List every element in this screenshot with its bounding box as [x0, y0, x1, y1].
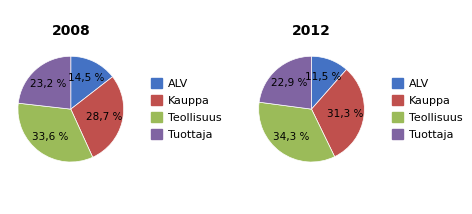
- Text: 14,5 %: 14,5 %: [67, 73, 104, 83]
- Text: 28,7 %: 28,7 %: [86, 112, 122, 122]
- Text: 33,6 %: 33,6 %: [33, 132, 69, 142]
- Legend: ALV, Kauppa, Teollisuus, Tuottaja: ALV, Kauppa, Teollisuus, Tuottaja: [390, 76, 464, 142]
- Wedge shape: [259, 102, 335, 162]
- Wedge shape: [71, 56, 112, 109]
- Title: 2008: 2008: [51, 24, 90, 38]
- Text: 11,5 %: 11,5 %: [305, 72, 342, 82]
- Text: 31,3 %: 31,3 %: [328, 109, 364, 119]
- Wedge shape: [312, 70, 364, 157]
- Wedge shape: [18, 56, 71, 109]
- Text: 34,3 %: 34,3 %: [273, 132, 310, 142]
- Text: 23,2 %: 23,2 %: [30, 79, 66, 89]
- Wedge shape: [18, 103, 93, 162]
- Text: 22,9 %: 22,9 %: [270, 78, 307, 88]
- Legend: ALV, Kauppa, Teollisuus, Tuottaja: ALV, Kauppa, Teollisuus, Tuottaja: [149, 76, 224, 142]
- Wedge shape: [71, 77, 124, 157]
- Wedge shape: [259, 56, 312, 109]
- Wedge shape: [312, 56, 346, 109]
- Title: 2012: 2012: [292, 24, 331, 38]
